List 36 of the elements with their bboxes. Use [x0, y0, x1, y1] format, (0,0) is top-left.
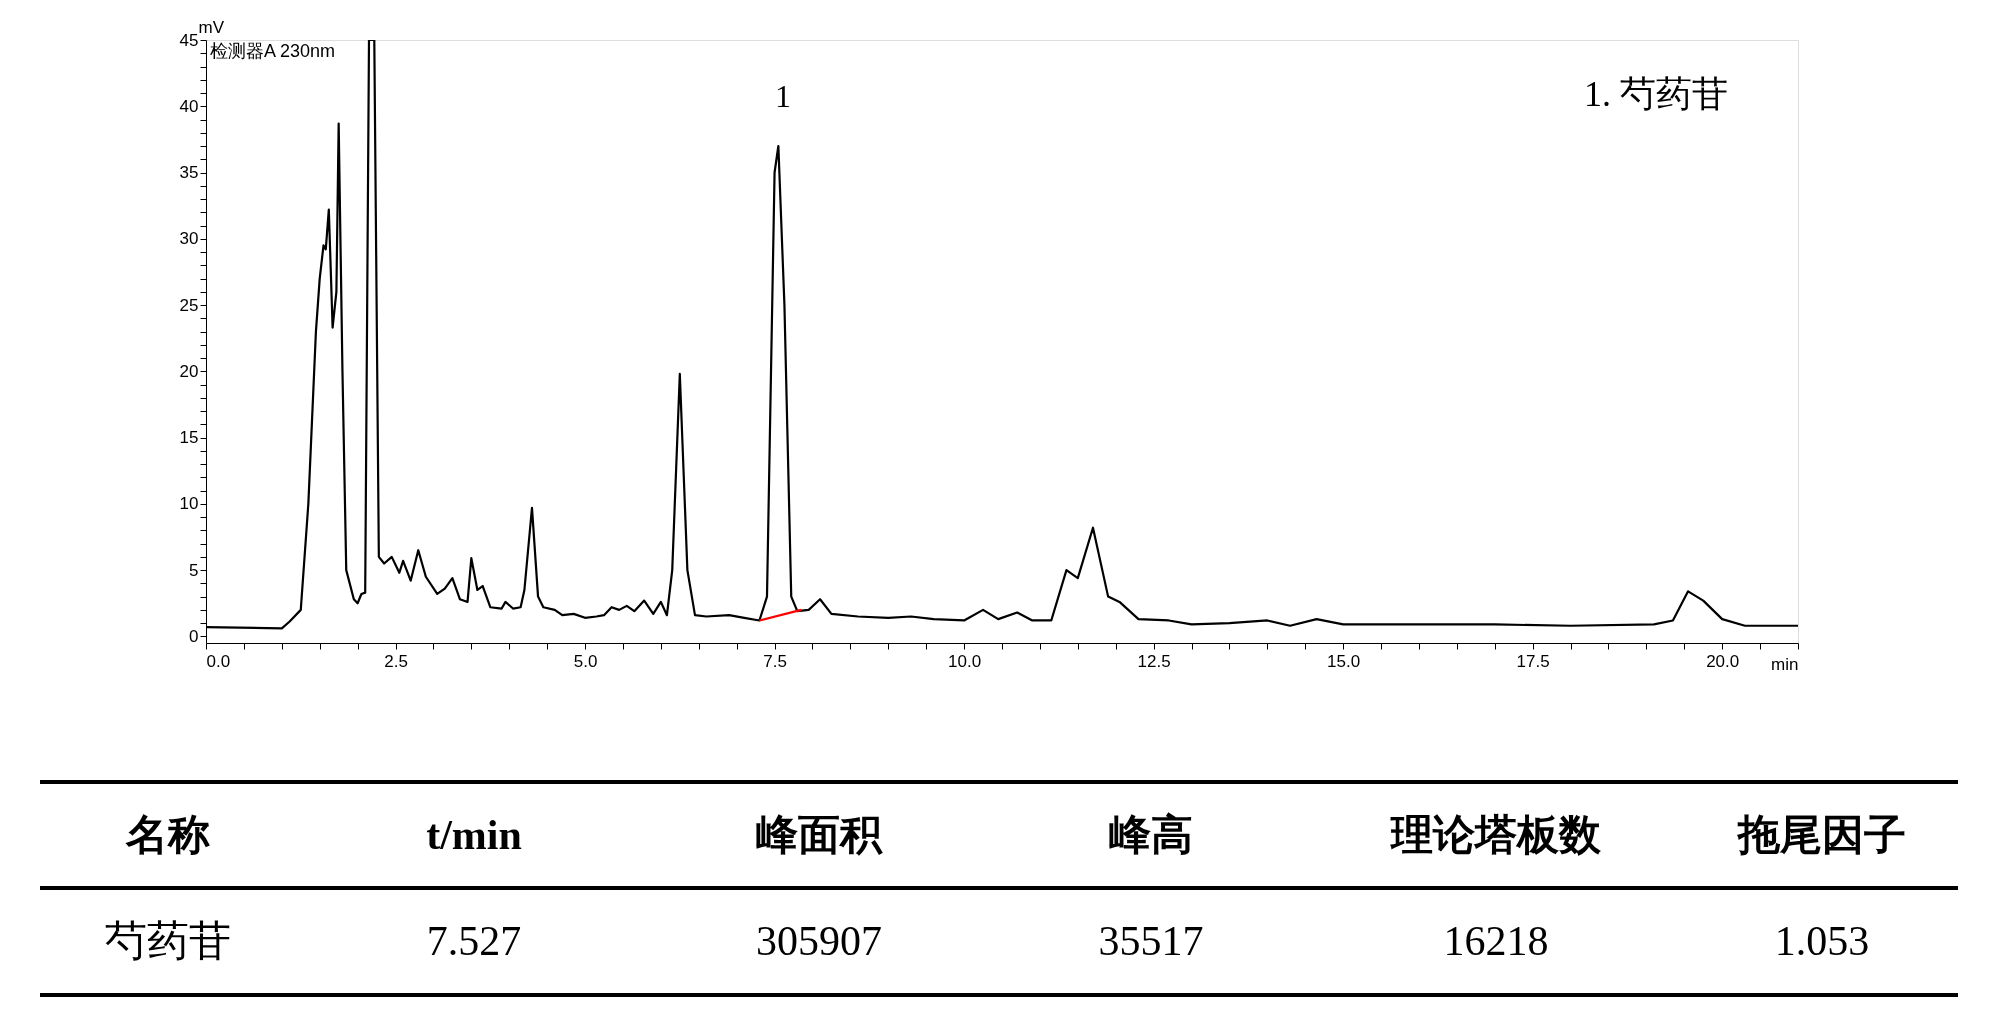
x-tick-label: 5.0: [573, 651, 598, 671]
annotation: 检测器A 230nm: [210, 41, 336, 61]
text: t/min: [426, 812, 522, 858]
text: 峰面积: [756, 812, 883, 858]
text: 芍药苷: [105, 918, 231, 964]
text: 名称: [125, 812, 210, 858]
x-tick-label: 7.5: [763, 651, 787, 671]
y-tick-label: 30: [179, 229, 199, 249]
x-tick-label: 15.0: [1327, 651, 1361, 671]
text: 1.053: [1774, 918, 1870, 964]
y-tick-label: 35: [179, 163, 199, 183]
text: 7.527: [426, 918, 522, 964]
y-axis-title: mV: [198, 17, 225, 37]
text: 峰高: [1109, 812, 1193, 858]
x-tick-label: 20.0: [1706, 651, 1740, 671]
text: 305907: [756, 918, 882, 964]
x-tick-label: 12.5: [1137, 651, 1171, 671]
text: 理论塔板数: [1389, 812, 1602, 858]
x-tick-label: 0.0: [206, 651, 231, 671]
text: 16218: [1443, 918, 1549, 964]
x-tick-label: 10.0: [948, 651, 982, 671]
annotation: 1. 芍药苷: [1584, 74, 1728, 114]
x-axis-title: min: [1771, 654, 1799, 674]
annotation: 1: [775, 78, 791, 114]
y-tick-label: 45: [179, 30, 199, 50]
text: 拖尾因子: [1736, 812, 1906, 858]
y-tick-label: 0: [189, 626, 199, 646]
x-tick-label: 17.5: [1516, 651, 1550, 671]
y-tick-label: 15: [179, 428, 199, 448]
y-tick-label: 10: [179, 494, 199, 514]
y-tick-label: 5: [189, 560, 199, 580]
x-tick-label: 2.5: [384, 651, 408, 671]
y-tick-label: 20: [179, 361, 199, 381]
y-tick-label: 40: [179, 96, 199, 116]
text: 35517: [1098, 918, 1204, 964]
y-tick-label: 25: [179, 295, 199, 315]
